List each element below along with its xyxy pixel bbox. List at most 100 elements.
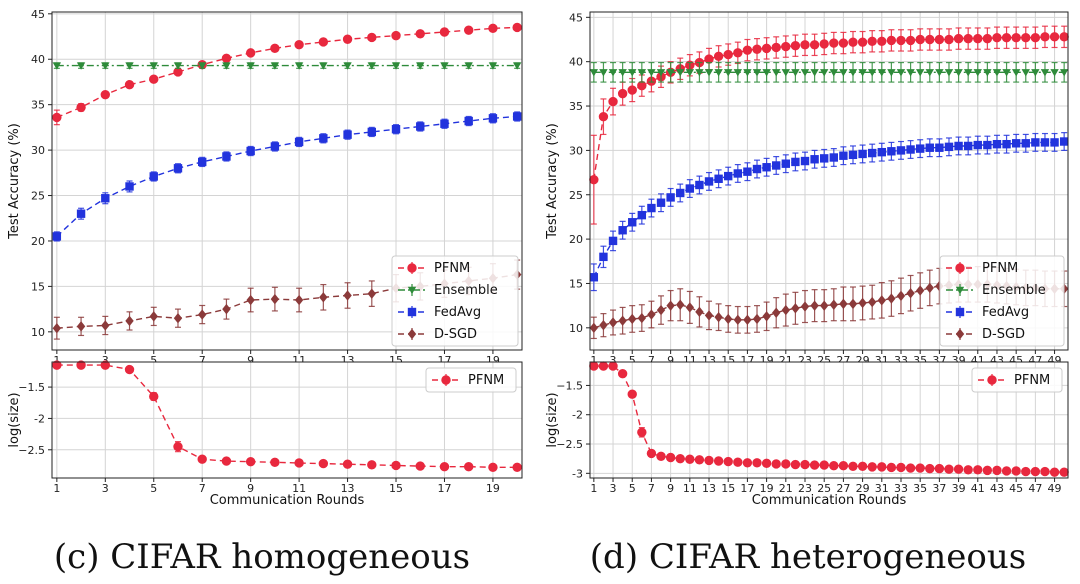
x-tick-label: 3 [102, 482, 109, 495]
data-point [762, 163, 771, 172]
legend-marker [407, 328, 417, 340]
data-point [724, 69, 733, 77]
data-point [713, 456, 724, 466]
x-tick-label: 15 [721, 482, 735, 495]
y-tick-label: −2.5 [18, 444, 45, 457]
data-point [713, 51, 724, 62]
data-point [839, 151, 848, 160]
homogeneous-size-chart: 1 3 5 7 9 11 13 15 17 19−1.5-2−2.5log(size)Commun… [7, 360, 523, 508]
y-axis-title: log(size) [7, 392, 22, 447]
data-point [124, 79, 135, 90]
x-tick-label: 5 [629, 354, 636, 367]
data-point [790, 41, 801, 51]
data-point [149, 74, 159, 84]
data-point [800, 459, 810, 470]
data-point [1021, 69, 1030, 77]
data-point [704, 177, 714, 186]
data-point [915, 463, 925, 473]
data-point [695, 180, 704, 190]
data-point [608, 69, 618, 77]
data-point [742, 45, 753, 55]
legend-box [391, 255, 519, 347]
data-point [319, 134, 328, 143]
data-point [723, 49, 733, 60]
data-point [367, 460, 377, 470]
data-point [656, 198, 666, 207]
x-tick-label: 13 [341, 482, 355, 495]
data-point [589, 174, 599, 185]
x-tick-label: 45 [1009, 482, 1023, 495]
x-tick-label: 17 [740, 482, 754, 495]
data-point [762, 69, 771, 77]
y-tick-label: −2.5 [556, 438, 583, 451]
data-point [915, 144, 925, 153]
data-point [752, 458, 762, 468]
data-point [488, 114, 498, 123]
x-tick-label: 21 [779, 482, 793, 495]
data-point [704, 54, 714, 64]
data-point [752, 164, 762, 174]
data-point [637, 80, 647, 91]
x-tick-label: 9 [247, 354, 254, 367]
y-tick-label: 30 [31, 144, 45, 157]
data-point [656, 451, 666, 462]
data-point [743, 167, 752, 176]
data-point [742, 458, 753, 468]
data-point [829, 153, 838, 162]
x-tick-label: 19 [760, 482, 774, 495]
data-point [906, 288, 915, 299]
x-tick-label: 5 [150, 354, 157, 367]
data-point [867, 148, 877, 158]
data-point [221, 53, 232, 64]
caption-heterogeneous: (d) CIFAR heterogeneous [590, 537, 1026, 577]
data-point [733, 457, 743, 467]
legend-marker [955, 286, 965, 295]
data-point [270, 43, 280, 54]
data-point [656, 69, 666, 77]
data-point [666, 193, 675, 202]
data-point [733, 314, 743, 326]
data-point [839, 298, 848, 310]
legend-label: FedAvg [434, 305, 481, 320]
data-point [52, 360, 62, 370]
data-point [820, 69, 829, 77]
data-point [618, 315, 627, 326]
data-point [646, 448, 657, 459]
caption-homogeneous: (c) CIFAR homogeneous [54, 537, 470, 577]
data-point [222, 62, 231, 70]
data-point [628, 313, 637, 325]
data-point [685, 454, 695, 464]
data-point [149, 311, 158, 322]
data-point [1049, 32, 1060, 42]
x-tick-label: 5 [629, 482, 636, 495]
data-point [1031, 69, 1040, 77]
series-pfnm [52, 360, 522, 473]
data-point [101, 320, 110, 331]
data-point [829, 460, 839, 471]
data-point [694, 455, 705, 465]
data-point [198, 309, 207, 320]
data-point [270, 293, 280, 305]
data-point [848, 150, 858, 160]
data-point [589, 322, 599, 334]
data-point [992, 33, 1002, 43]
data-point [867, 462, 877, 472]
data-point [820, 300, 829, 311]
data-point [52, 232, 62, 241]
data-point [221, 456, 232, 466]
data-point [589, 69, 599, 77]
data-point [704, 69, 714, 77]
x-tick-label: 39 [952, 482, 966, 495]
data-point [1050, 69, 1059, 77]
data-point [896, 462, 906, 473]
data-point [222, 303, 231, 315]
data-point [391, 125, 401, 134]
x-tick-label: 3 [610, 354, 617, 367]
data-point [724, 313, 733, 325]
data-point [915, 34, 925, 45]
data-point [714, 311, 723, 323]
data-point [294, 40, 304, 50]
series-ensemble [589, 61, 1069, 83]
data-point [829, 38, 839, 48]
data-point [124, 364, 135, 375]
